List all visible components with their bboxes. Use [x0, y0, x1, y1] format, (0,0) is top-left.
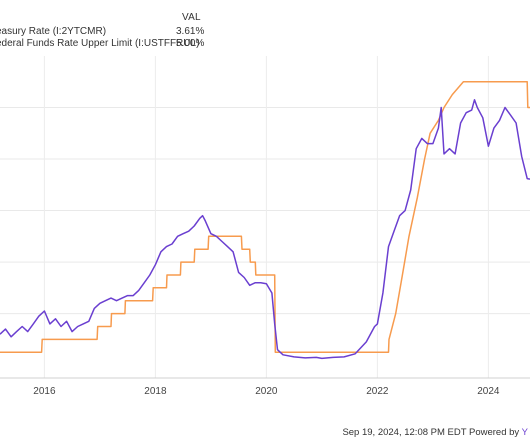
- x-axis-ticks: 2016 2018 2020 2022 2024: [33, 386, 500, 397]
- legend-series-value: 5.00%: [176, 38, 205, 49]
- legend-header: VAL: [182, 12, 201, 23]
- legend-row-fed-funds[interactable]: ederal Funds Rate Upper Limit (I:USTFFRU…: [0, 38, 204, 52]
- series-line-treasury: [0, 99, 530, 360]
- legend-series-name: ederal Funds Rate Upper Limit (I:USTFFRU…: [0, 38, 200, 49]
- chart-grid: [0, 56, 530, 379]
- chart-series: [0, 81, 530, 360]
- footer-text: Sep 19, 2024, 12:08 PM EDT Powered by: [342, 427, 522, 438]
- x-tick-label: 2018: [144, 386, 167, 397]
- legend: VAL easury Rate (I:2YTCMR) 3.61% ederal …: [0, 0, 530, 56]
- series-line-fed-funds: [0, 81, 530, 353]
- x-tick-label: 2016: [33, 386, 56, 397]
- legend-series-value: 3.61%: [176, 26, 205, 37]
- legend-series-name: easury Rate (I:2YTCMR): [0, 26, 107, 37]
- footer-attribution: Sep 19, 2024, 12:08 PM EDT Powered by Y: [342, 427, 528, 438]
- x-tick-label: 2024: [477, 386, 500, 397]
- brand-mark[interactable]: Y: [521, 427, 528, 438]
- x-tick-label: 2022: [366, 386, 389, 397]
- legend-row-treasury[interactable]: easury Rate (I:2YTCMR) 3.61%: [0, 26, 204, 40]
- x-tick-label: 2020: [255, 386, 278, 397]
